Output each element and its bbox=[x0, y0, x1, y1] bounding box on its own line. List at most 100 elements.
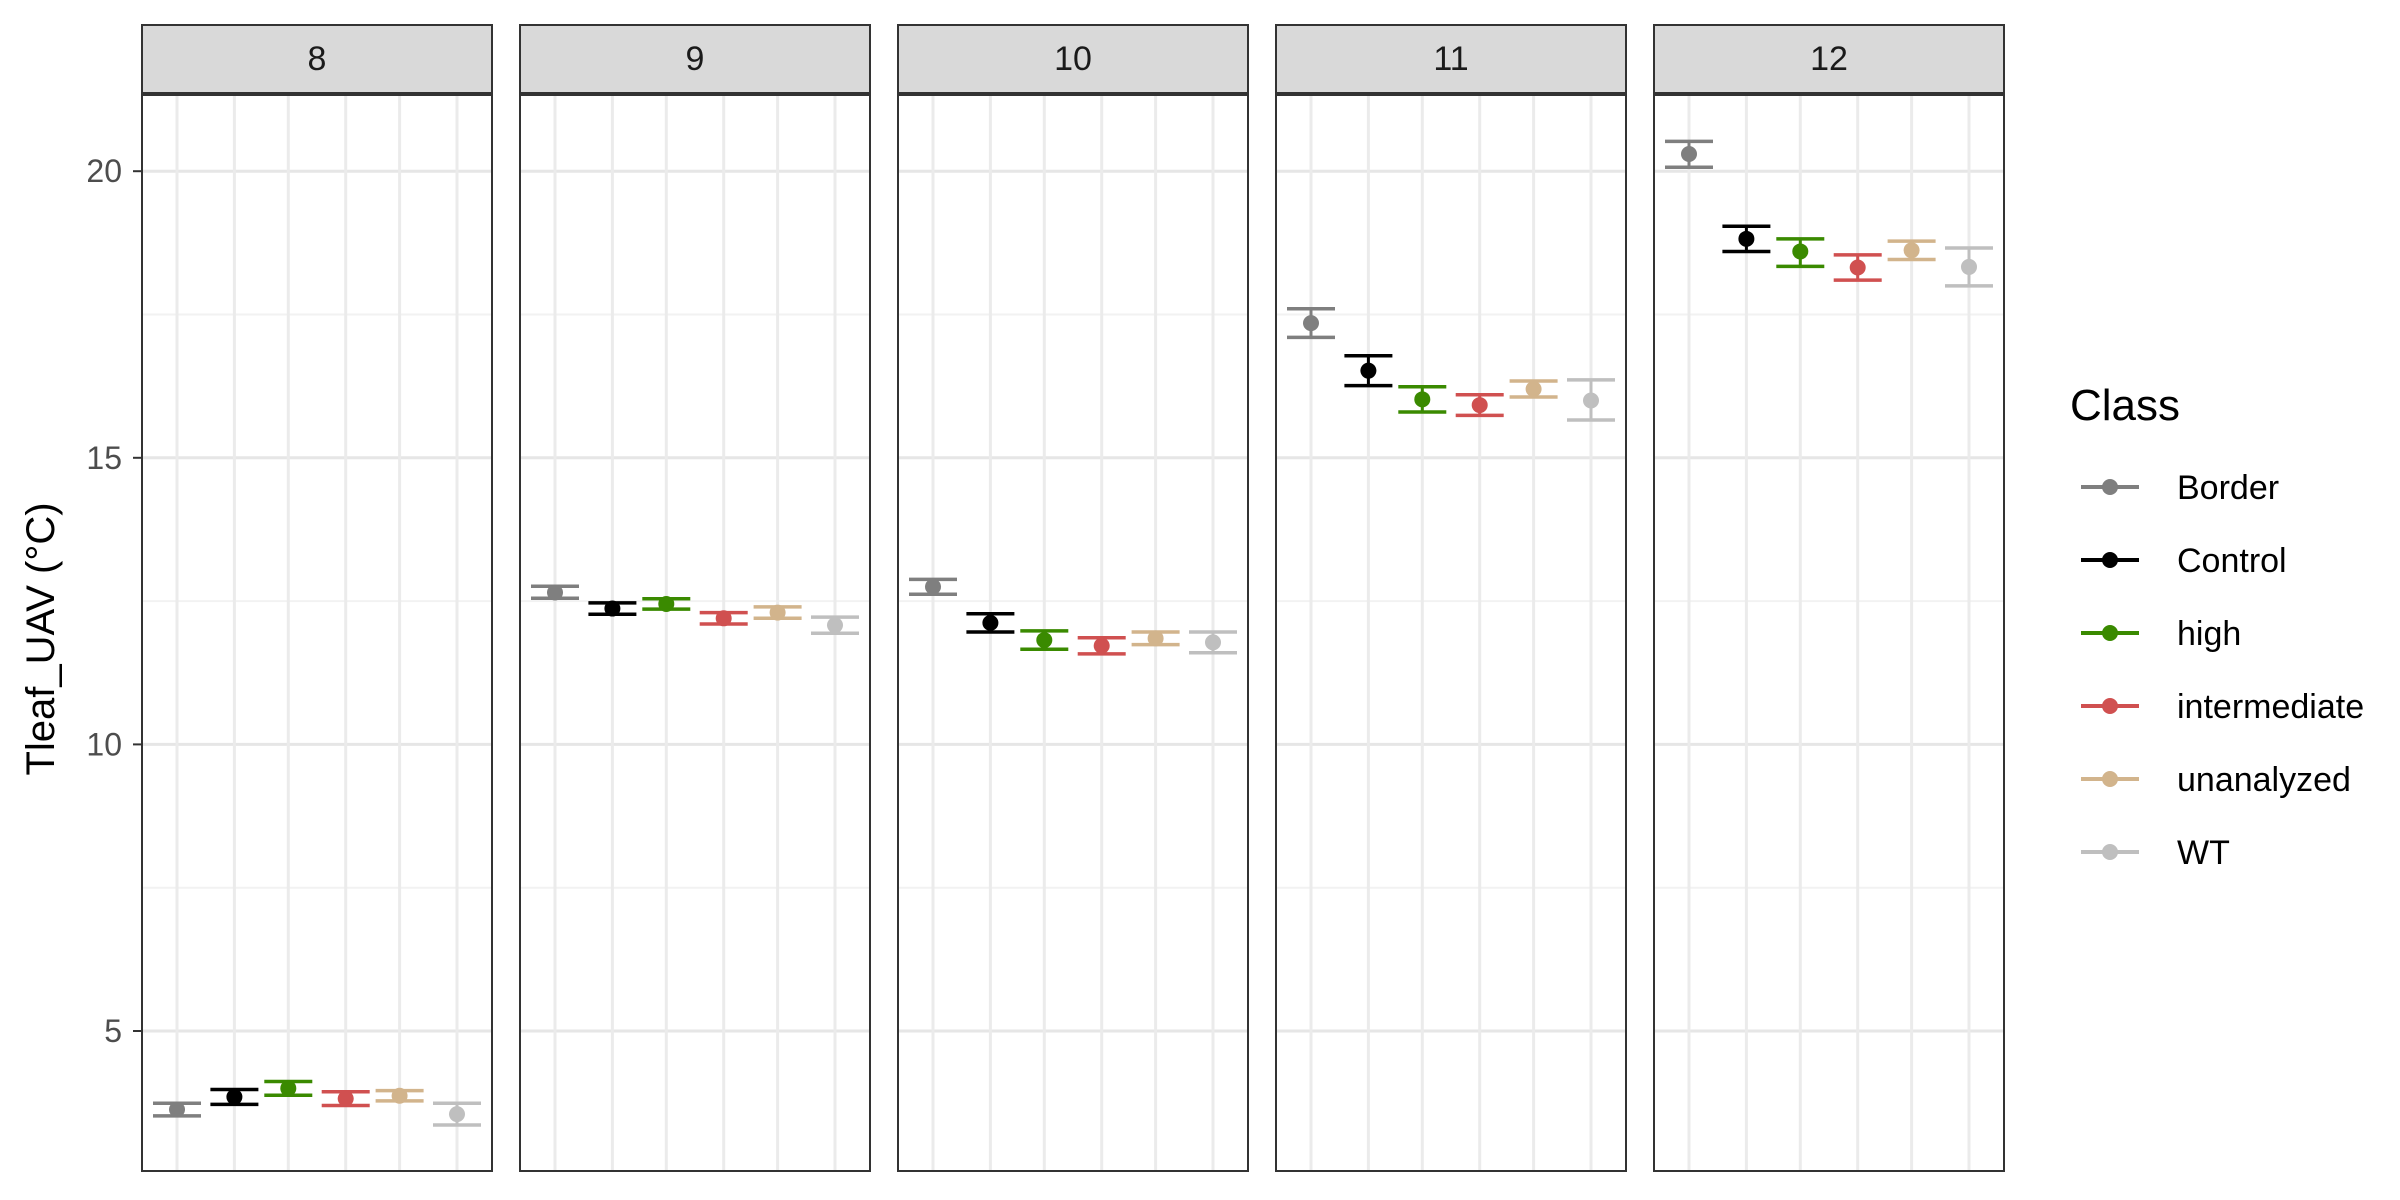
legend-key-point bbox=[2102, 479, 2118, 495]
facet-panel-9: 9 bbox=[519, 24, 871, 1172]
errorbar-Control-9 bbox=[588, 600, 637, 617]
errorbar-high-8 bbox=[264, 1079, 313, 1097]
errorbar-Border-11 bbox=[1287, 307, 1335, 340]
plot-background bbox=[1276, 94, 1626, 1171]
legend-item-unanalyzed: unanalyzed bbox=[2081, 761, 2351, 799]
errorbar-unanalyzed-11 bbox=[1509, 379, 1558, 399]
facet-panel-11: 11 bbox=[1275, 24, 1627, 1172]
data-point bbox=[1471, 397, 1488, 414]
facet-strip bbox=[1275, 24, 1627, 95]
legend-item-label: unanalyzed bbox=[2177, 761, 2351, 799]
legend-item-label: WT bbox=[2177, 834, 2230, 872]
errorbar-WT-9 bbox=[811, 615, 859, 635]
data-point bbox=[1360, 362, 1377, 379]
errorbar-unanalyzed-9 bbox=[753, 604, 802, 621]
facet-panel-10: 10 bbox=[897, 24, 1249, 1172]
errorbar-high-10 bbox=[1020, 629, 1069, 651]
legend-title: Class bbox=[2070, 381, 2180, 430]
errorbar-Control-12 bbox=[1722, 224, 1771, 254]
errorbar-unanalyzed-8 bbox=[375, 1087, 424, 1104]
data-point bbox=[604, 600, 621, 617]
data-point bbox=[1792, 243, 1809, 260]
facet-panels: 8 9 10 11 12 bbox=[141, 24, 2005, 1172]
legend-key-point bbox=[2102, 625, 2118, 641]
legend-item-Border: Border bbox=[2081, 469, 2279, 507]
data-point bbox=[226, 1088, 243, 1105]
legend-key-point bbox=[2102, 552, 2118, 568]
errorbar-high-12 bbox=[1776, 237, 1825, 269]
data-point bbox=[1303, 315, 1319, 332]
data-point bbox=[449, 1106, 465, 1123]
facet-strip-label: 10 bbox=[1054, 40, 1092, 78]
errorbar-high-9 bbox=[642, 595, 691, 612]
legend-key-point bbox=[2102, 771, 2118, 787]
legend-item-intermediate: intermediate bbox=[2081, 688, 2364, 726]
facet-strip-label: 8 bbox=[308, 40, 327, 78]
data-point bbox=[1849, 259, 1866, 276]
errorbar-unanalyzed-10 bbox=[1131, 630, 1180, 647]
y-axis-title: Tleaf_UAV (°C) bbox=[19, 502, 63, 775]
errorbar-Control-10 bbox=[966, 611, 1015, 634]
errorbar-Border-10 bbox=[909, 577, 957, 596]
y-tick-label: 15 bbox=[86, 440, 122, 476]
facet-strip-label: 11 bbox=[1433, 40, 1468, 78]
errorbar-high-11 bbox=[1398, 384, 1447, 414]
data-point bbox=[1681, 146, 1697, 163]
y-tick-label: 10 bbox=[86, 726, 122, 762]
errorbar-intermediate-12 bbox=[1833, 253, 1882, 282]
data-point bbox=[925, 578, 941, 595]
data-point bbox=[337, 1090, 354, 1107]
errorbar-WT-8 bbox=[433, 1101, 481, 1127]
facet-strip-label: 9 bbox=[686, 40, 705, 78]
y-tick-label: 20 bbox=[86, 153, 122, 189]
errorbar-intermediate-8 bbox=[321, 1090, 370, 1108]
errorbar-Border-12 bbox=[1665, 139, 1713, 169]
data-point bbox=[280, 1080, 297, 1097]
facet-strip-label: 12 bbox=[1810, 40, 1848, 78]
facet-strip bbox=[519, 24, 871, 95]
data-point bbox=[1738, 230, 1755, 247]
data-point bbox=[1036, 632, 1053, 649]
errorbar-Border-8 bbox=[153, 1101, 201, 1118]
legend-item-Control: Control bbox=[2081, 542, 2287, 580]
data-point bbox=[1961, 258, 1977, 275]
facet-strip bbox=[897, 24, 1249, 95]
legend-key-point bbox=[2102, 844, 2118, 860]
data-point bbox=[1583, 392, 1599, 409]
data-point bbox=[1093, 637, 1110, 654]
y-axis: 5 10 15 20 bbox=[86, 153, 142, 1049]
data-point bbox=[1414, 391, 1431, 408]
errorbar-WT-11 bbox=[1567, 378, 1615, 422]
data-point bbox=[1147, 630, 1164, 647]
data-point bbox=[547, 584, 563, 601]
facet-panel-12: 12 bbox=[1653, 24, 2005, 1172]
data-point bbox=[1525, 381, 1542, 398]
plot-background bbox=[142, 94, 492, 1171]
facet-strip bbox=[141, 24, 493, 95]
errorbar-intermediate-11 bbox=[1455, 392, 1504, 418]
data-point bbox=[827, 617, 843, 634]
data-point bbox=[391, 1087, 408, 1104]
data-point bbox=[169, 1101, 185, 1118]
errorbar-Control-11 bbox=[1344, 354, 1393, 388]
y-tick-label: 5 bbox=[104, 1013, 122, 1049]
data-point bbox=[1903, 242, 1920, 259]
legend-items: Border Control high intermediate unanalyzed W… bbox=[2081, 469, 2364, 872]
legend-item-label: intermediate bbox=[2177, 688, 2364, 726]
plot-background bbox=[1654, 94, 2004, 1171]
data-point bbox=[658, 595, 675, 612]
errorbar-Border-9 bbox=[531, 584, 579, 601]
legend-item-label: Border bbox=[2177, 469, 2279, 507]
data-point bbox=[715, 610, 732, 627]
facet-panel-8: 8 bbox=[141, 24, 493, 1172]
data-point bbox=[982, 614, 999, 631]
legend-item-high: high bbox=[2081, 615, 2241, 653]
errorbar-Control-8 bbox=[210, 1087, 259, 1107]
legend-item-label: Control bbox=[2177, 542, 2287, 580]
facet-strip bbox=[1653, 24, 2005, 95]
errorbar-intermediate-9 bbox=[699, 610, 748, 627]
legend-key-point bbox=[2102, 698, 2118, 714]
errorbar-WT-10 bbox=[1189, 630, 1237, 655]
legend-item-WT: WT bbox=[2081, 834, 2230, 872]
